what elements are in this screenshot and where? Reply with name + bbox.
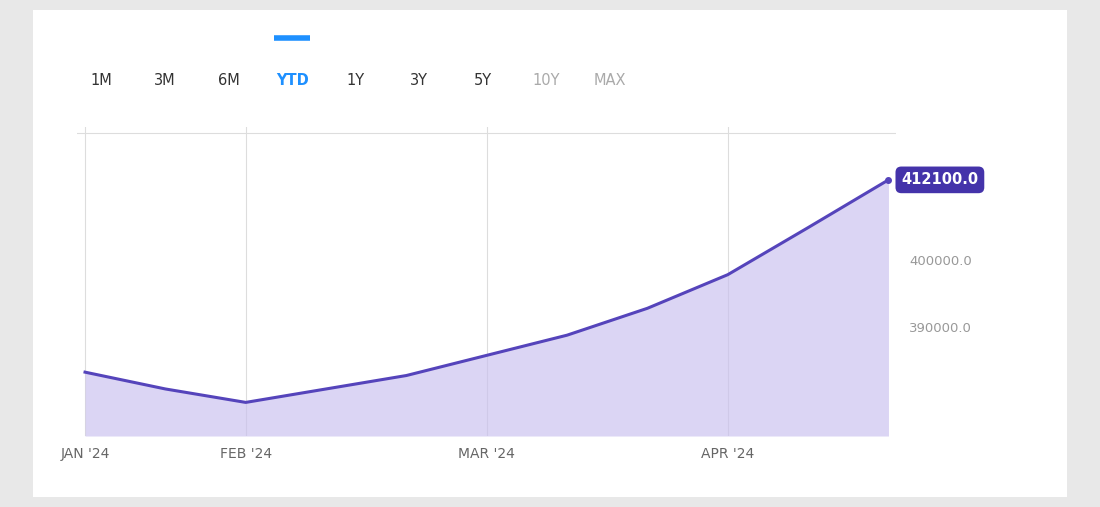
Text: 390000.0: 390000.0 — [909, 322, 972, 335]
Text: MAX: MAX — [593, 73, 626, 88]
Text: 3M: 3M — [154, 73, 176, 88]
FancyBboxPatch shape — [12, 1, 1088, 506]
Text: 400000.0: 400000.0 — [909, 255, 972, 268]
Text: YTD: YTD — [276, 73, 308, 88]
Text: 6M: 6M — [218, 73, 240, 88]
Text: 412100.0: 412100.0 — [901, 172, 978, 188]
Text: 10Y: 10Y — [532, 73, 560, 88]
Text: 5Y: 5Y — [474, 73, 492, 88]
Text: 1Y: 1Y — [346, 73, 365, 88]
Text: 1M: 1M — [90, 73, 112, 88]
Text: 3Y: 3Y — [410, 73, 428, 88]
